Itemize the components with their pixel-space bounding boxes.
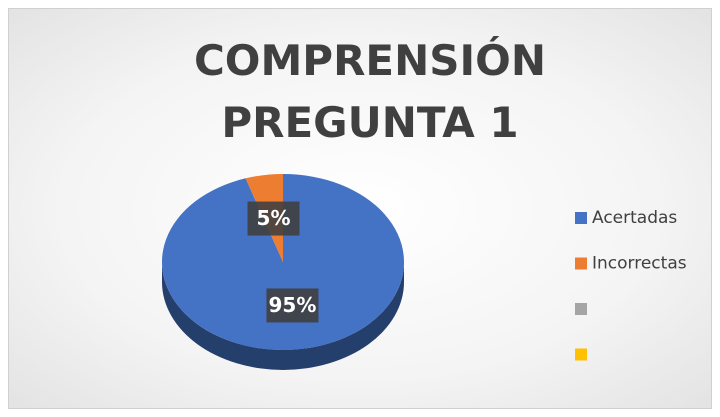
legend-label: Incorrectas [592, 254, 687, 274]
data-label-box [266, 288, 319, 323]
pie-side [162, 262, 404, 370]
data-label: 95% [269, 293, 317, 317]
legend-label: Acertadas [592, 208, 677, 228]
data-label-box [247, 201, 300, 236]
data-label: 5% [257, 206, 291, 230]
chart-title: COMPRENSIÓN PREGUNTA 1 [193, 36, 547, 147]
legend-swatch [575, 303, 587, 315]
legend-swatch [575, 348, 587, 361]
legend-swatch [575, 257, 587, 270]
legend-swatch [575, 212, 587, 224]
